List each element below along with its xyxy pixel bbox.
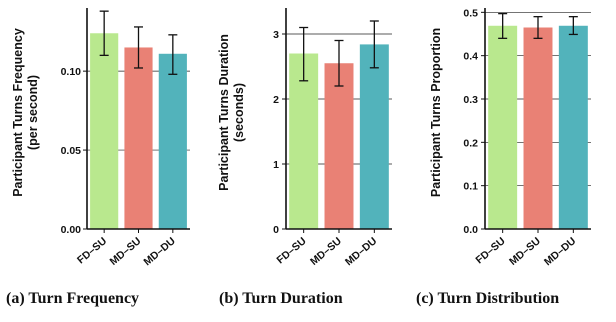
ylabel-0-0: Participant Turns Frequency [11,28,25,197]
bar-2-FD-SU [488,25,518,230]
ylabel-1-0: Participant Turns Duration [217,34,231,191]
xtick-label-2-1: MD–SU [507,235,543,268]
ytick-label-1-3: 3 [273,29,279,41]
ytick-label-0-0: 0.00 [61,224,82,236]
ytick-label-2-2: 0.2 [463,137,478,149]
ylabel-1-1: (seconds) [232,83,246,142]
ytick-label-2-1: 0.1 [463,181,478,193]
bar-2-MD-SU [523,27,553,229]
bar-1-MD-SU [324,63,354,229]
ytick-label-0-1: 0.05 [61,145,82,157]
ytick-label-2-4: 0.4 [463,51,478,63]
xtick-label-0-2: MD–DU [141,235,177,268]
bar-0-FD-SU [90,33,119,229]
ytick-label-1-2: 2 [273,94,279,106]
xtick-label-0-0: FD–SU [75,235,109,266]
xtick-label-2-2: MD–DU [542,235,578,268]
xtick-label-1-0: FD–SU [275,235,309,266]
xtick-label-0-1: MD–SU [108,235,144,268]
xtick-label-2-0: FD–SU [474,235,508,266]
caption-a: (a) Turn Frequency [6,290,140,307]
ytick-label-0-2: 0.10 [61,66,82,78]
ytick-label-2-5: 0.5 [463,7,478,19]
caption-b: (b) Turn Duration [219,290,343,307]
ytick-label-2-0: 0.0 [463,224,478,236]
ylabel-0-1: (per second) [26,75,40,150]
ytick-label-1-1: 1 [273,159,279,171]
bar-1-FD-SU [289,53,319,229]
bar-2-MD-DU [558,25,588,230]
xtick-label-1-2: MD–DU [343,235,379,268]
ylabel-2-0: Participant Turns Proportion [429,28,443,197]
ytick-label-2-3: 0.3 [463,94,478,106]
bar-0-MD-SU [124,47,153,229]
bar-0-MD-DU [158,53,187,230]
caption-c: (c) Turn Distribution [416,290,560,307]
xtick-label-1-1: MD–SU [308,235,344,268]
ytick-label-1-0: 0 [273,224,279,236]
bar-1-MD-DU [359,44,389,230]
